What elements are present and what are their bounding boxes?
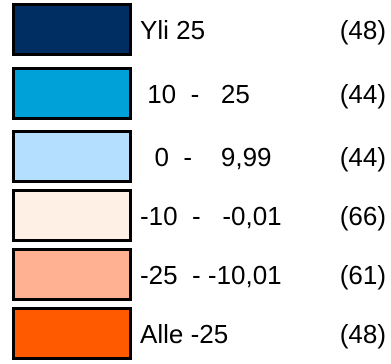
legend-color-swatch bbox=[12, 248, 132, 301]
legend-color-swatch bbox=[12, 3, 132, 56]
legend-color-swatch bbox=[12, 189, 132, 242]
legend-item: Alle -25 (48) bbox=[0, 304, 391, 364]
legend-range-label: Yli 25 bbox=[140, 15, 206, 45]
legend-range-label: Alle -25 bbox=[140, 319, 229, 349]
legend-count: (44) bbox=[339, 142, 386, 172]
legend-count: (44) bbox=[339, 79, 386, 109]
legend-range-label: 0 - 9,99 bbox=[140, 142, 272, 172]
legend-color-swatch bbox=[12, 67, 132, 120]
legend-count: (66) bbox=[339, 201, 386, 231]
legend-item: Yli 25 (48) bbox=[0, 0, 391, 60]
legend-range-label: -25 - -10,01 bbox=[140, 260, 282, 290]
legend-color-swatch bbox=[12, 307, 132, 360]
legend-range-label: 10 - 25 bbox=[140, 79, 250, 109]
legend-color-swatch bbox=[12, 130, 132, 183]
legend-item: 0 - 9,99 (44) bbox=[0, 127, 391, 187]
legend-item: -10 - -0,01 (66) bbox=[0, 186, 391, 246]
legend-item: 10 - 25 (44) bbox=[0, 64, 391, 124]
legend-count: (48) bbox=[339, 15, 386, 45]
legend-count: (61) bbox=[339, 260, 386, 290]
legend-count: (48) bbox=[339, 319, 386, 349]
legend-item: -25 - -10,01 (61) bbox=[0, 245, 391, 305]
legend-range-label: -10 - -0,01 bbox=[140, 201, 282, 231]
